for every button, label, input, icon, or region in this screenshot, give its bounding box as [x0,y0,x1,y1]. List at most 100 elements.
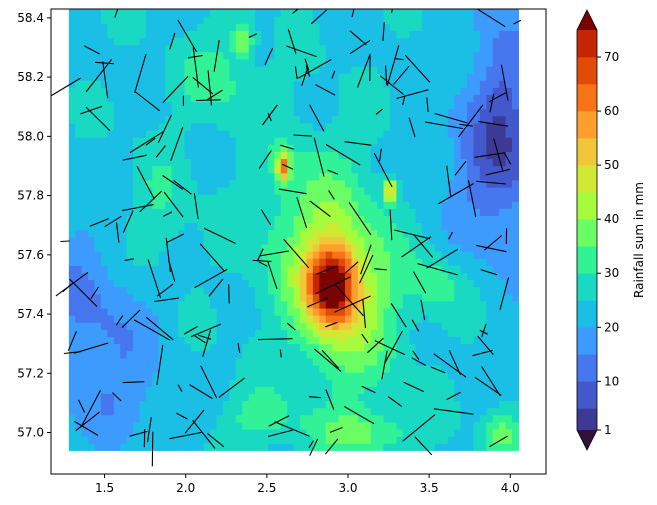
wind-stick [155,145,166,158]
heatmap-cell [428,165,436,174]
heatmap-cell [499,443,507,451]
heatmap-cell [100,229,108,238]
heatmap-cell [370,9,378,17]
heatmap-cell [184,194,192,202]
heatmap-cell [255,44,263,53]
heatmap-cell [152,343,160,352]
heatmap-cell [190,343,198,352]
heatmap-cell [505,215,513,224]
heatmap-cell [113,23,121,31]
heatmap-cell [216,421,224,430]
heatmap-cell [197,201,205,209]
heatmap-cell [473,172,481,181]
heatmap-cell [473,372,481,380]
heatmap-cell [319,336,327,345]
heatmap-cell [171,336,179,345]
heatmap-cell [107,201,115,209]
heatmap-cell [473,414,481,423]
wind-stick [189,384,213,399]
heatmap-cell [447,37,455,46]
heatmap-cell [216,73,224,81]
heatmap-cell [306,186,314,195]
heatmap-cell [113,37,121,46]
wind-stick [279,349,282,358]
heatmap-cell [235,215,243,224]
wind-stick [499,277,510,310]
heatmap-cell [88,87,96,96]
heatmap-cell [409,258,417,266]
heatmap-cell [473,201,481,209]
heatmap-cell [178,65,186,74]
heatmap-cell [235,407,243,416]
heatmap-cell [113,208,121,217]
wind-stick [331,70,336,79]
heatmap-cell [255,58,263,67]
heatmap-cell [415,144,423,152]
wind-stick [262,104,278,126]
heatmap-cell [332,158,340,167]
heatmap-cell [441,9,449,17]
heatmap-cell [306,16,314,24]
heatmap-cell [107,428,115,437]
heatmap-cell [100,115,108,124]
heatmap-cell [255,172,263,181]
heatmap-cell [402,315,410,323]
heatmap-cell [242,194,250,202]
heatmap-cell [287,372,295,380]
heatmap-cell [120,51,128,60]
heatmap-cell [479,30,487,39]
heatmap-cell [184,30,192,39]
heatmap-cell [94,130,102,138]
heatmap-cell [319,186,327,195]
heatmap-cell [492,322,500,330]
colorbar-tick-label: 10 [604,374,619,388]
heatmap-cell [415,51,423,60]
colorbar-tick-label: 40 [604,212,619,226]
heatmap-cell [389,400,397,409]
heatmap-cell [158,322,166,330]
heatmap-cell [197,44,205,53]
heatmap-cell [486,286,494,295]
heatmap-cell [300,272,308,281]
heatmap-cell [203,44,211,53]
heatmap-cell [267,236,275,245]
heatmap-cell [113,16,121,24]
wind-stick [379,75,404,95]
heatmap-cell [332,137,340,145]
heatmap-cell [486,37,494,46]
heatmap-cell [473,158,481,167]
heatmap-cell [267,265,275,273]
heatmap-cell [422,343,430,352]
heatmap-cell [415,400,423,409]
heatmap-cell [242,94,250,103]
heatmap-cell [312,94,320,103]
heatmap-cell [184,336,192,345]
heatmap-cell [357,108,365,117]
heatmap-cell [511,307,520,316]
heatmap-cell [486,87,494,96]
heatmap-cell [120,16,128,24]
heatmap-cell [492,51,500,60]
heatmap-cell [370,51,378,60]
heatmap-cell [235,73,243,81]
heatmap-cell [447,379,455,387]
heatmap-cell [178,194,186,202]
heatmap-cell [184,386,192,394]
heatmap-cell [216,222,224,231]
heatmap-cell [505,179,513,188]
heatmap-cell [473,343,481,352]
heatmap-cell [499,265,507,273]
heatmap-cell [479,222,487,231]
heatmap-cell [216,436,224,444]
heatmap-cell [190,265,198,273]
heatmap-cell [389,243,397,252]
heatmap-cell [300,16,308,24]
heatmap-cell [190,144,198,152]
heatmap-cell [325,343,333,352]
heatmap-cell [319,357,327,366]
heatmap-cell [422,243,430,252]
heatmap-cell [511,108,520,117]
heatmap-cell [428,201,436,209]
wind-stick [69,278,98,307]
heatmap-cell [396,372,404,380]
